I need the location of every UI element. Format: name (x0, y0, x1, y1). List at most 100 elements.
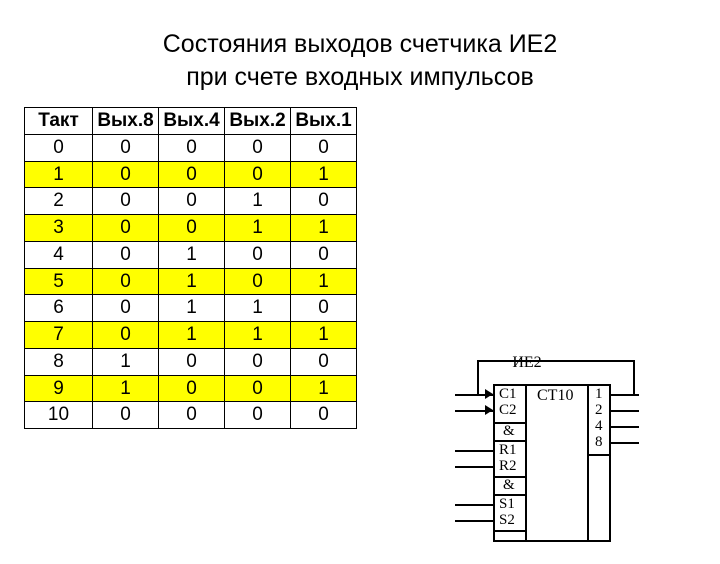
pin-r1 (455, 450, 493, 452)
table-cell: 0 (159, 134, 225, 161)
table-row: 100000 (25, 402, 357, 429)
table-row: 70111 (25, 322, 357, 349)
table-row: 91001 (25, 375, 357, 402)
col-out2: Вых.2 (225, 108, 291, 135)
table-cell: 0 (225, 375, 291, 402)
table-cell: 5 (25, 268, 93, 295)
lbl-c1: C1 (499, 387, 517, 402)
lbl-c2: C2 (499, 403, 517, 418)
lbl-s1: S1 (499, 497, 515, 512)
sep-s-block (493, 530, 525, 532)
chip-diagram: CT10 (437, 162, 617, 564)
content-area: Такт Вых.8 Вых.4 Вых.2 Вых.1 00000100012… (0, 93, 720, 564)
tri-c2 (485, 405, 493, 415)
table-row: 30011 (25, 215, 357, 242)
table-cell: 0 (93, 402, 159, 429)
table-cell: 1 (291, 161, 357, 188)
table-row: 20010 (25, 188, 357, 215)
feedback-right-drop (633, 360, 635, 394)
table-cell: 0 (225, 268, 291, 295)
lbl-s2: S2 (499, 513, 515, 528)
table-cell: 1 (225, 322, 291, 349)
table-cell: 1 (291, 268, 357, 295)
pin-out8 (611, 442, 639, 444)
table-cell: 7 (25, 322, 93, 349)
table-cell: 0 (159, 161, 225, 188)
table-row: 60110 (25, 295, 357, 322)
table-cell: 1 (225, 295, 291, 322)
table-cell: 1 (159, 268, 225, 295)
table-cell: 0 (93, 241, 159, 268)
table-cell: 1 (93, 375, 159, 402)
pin-out4 (611, 426, 639, 428)
table-cell: 1 (159, 322, 225, 349)
table-row: 50101 (25, 268, 357, 295)
table-cell: 0 (93, 161, 159, 188)
table-cell: 1 (93, 348, 159, 375)
table-cell: 0 (291, 188, 357, 215)
table-cell: 0 (93, 188, 159, 215)
table-cell: 0 (225, 241, 291, 268)
counter-state-table: Такт Вых.8 Вых.4 Вых.2 Вых.1 00000100012… (24, 107, 357, 429)
pin-out2 (611, 410, 639, 412)
lbl-amp1: & (503, 424, 515, 439)
table-cell: 10 (25, 402, 93, 429)
table-cell: 1 (291, 322, 357, 349)
table-cell: 0 (159, 402, 225, 429)
table-cell: 0 (159, 375, 225, 402)
table-cell: 0 (225, 348, 291, 375)
table-cell: 0 (225, 402, 291, 429)
col-takt: Такт (25, 108, 93, 135)
table-row: 40100 (25, 241, 357, 268)
chip-divider-right (587, 384, 589, 542)
table-body: 0000010001200103001140100501016011070111… (25, 134, 357, 428)
table-cell: 1 (25, 161, 93, 188)
table-cell: 8 (25, 348, 93, 375)
title-line-1: Состояния выходов счетчика ИЕ2 (163, 30, 558, 58)
lbl-out2: 2 (595, 403, 603, 418)
table-cell: 0 (291, 134, 357, 161)
table-cell: 0 (159, 215, 225, 242)
lbl-r1: R1 (499, 443, 517, 458)
lbl-amp2: & (503, 478, 515, 493)
pin-s1 (455, 504, 493, 506)
table-row: 10001 (25, 161, 357, 188)
title-line-2: при счете входных импульсов (186, 63, 534, 91)
lbl-out1: 1 (595, 387, 603, 402)
feedback-left-drop (477, 360, 479, 394)
fb-to-c1 (477, 394, 493, 396)
table-cell: 6 (25, 295, 93, 322)
sep-right-outputs (587, 454, 611, 456)
table-cell: 0 (291, 295, 357, 322)
table-cell: 0 (225, 161, 291, 188)
table-cell: 1 (225, 215, 291, 242)
counter-table-wrap: Такт Вых.8 Вых.4 Вых.2 Вых.1 00000100012… (24, 107, 357, 429)
lbl-r2: R2 (499, 459, 517, 474)
pin-s2 (455, 520, 493, 522)
page-title: Состояния выходов счетчика ИЕ2 при счете… (0, 0, 720, 93)
lbl-out8: 8 (595, 435, 603, 450)
table-cell: 0 (93, 215, 159, 242)
chip-top-label: CT10 (537, 388, 573, 404)
chip-ie2: CT10 (437, 354, 617, 564)
chip-divider-left (525, 384, 527, 542)
table-cell: 0 (93, 134, 159, 161)
table-cell: 0 (93, 295, 159, 322)
col-out1: Вых.1 (291, 108, 357, 135)
table-cell: 0 (225, 134, 291, 161)
table-cell: 1 (291, 215, 357, 242)
table-header-row: Такт Вых.8 Вых.4 Вых.2 Вых.1 (25, 108, 357, 135)
table-cell: 9 (25, 375, 93, 402)
table-cell: 0 (93, 268, 159, 295)
pin-r2 (455, 466, 493, 468)
table-cell: 0 (25, 134, 93, 161)
table-cell: 4 (25, 241, 93, 268)
table-cell: 2 (25, 188, 93, 215)
col-out8: Вых.8 (93, 108, 159, 135)
table-row: 81000 (25, 348, 357, 375)
table-cell: 0 (291, 402, 357, 429)
table-cell: 0 (291, 348, 357, 375)
table-cell: 0 (291, 241, 357, 268)
table-cell: 3 (25, 215, 93, 242)
pin-out1 (611, 394, 639, 396)
